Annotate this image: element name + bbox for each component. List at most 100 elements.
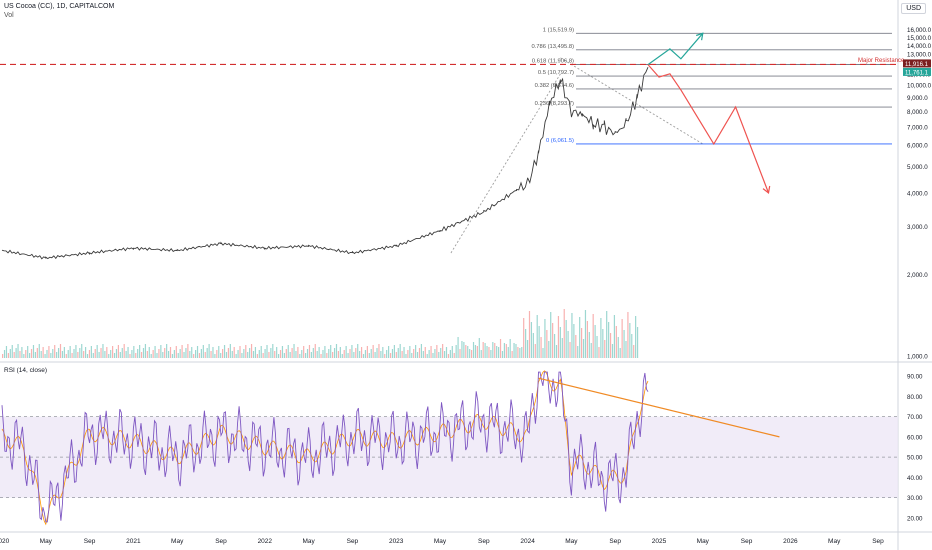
volume-bar <box>318 347 320 358</box>
volume-bar <box>563 309 565 358</box>
volume-bar <box>204 352 206 358</box>
rsi-tick-label: 80.00 <box>907 394 923 401</box>
volume-bar <box>212 347 214 358</box>
time-tick-label: 2024 <box>520 538 535 545</box>
volume-bar <box>270 348 272 358</box>
volume-bar <box>216 350 218 358</box>
volume-bar <box>503 343 505 358</box>
volume-bar <box>332 352 334 358</box>
volume-bar <box>303 346 305 358</box>
volume-bar <box>577 346 579 358</box>
volume-bar <box>65 354 67 358</box>
volume-bar <box>254 347 257 358</box>
volume-bar <box>137 349 139 358</box>
volume-bar <box>293 344 295 358</box>
volume-bar <box>223 345 226 358</box>
volume-bar <box>405 354 407 358</box>
volume-bar <box>609 333 612 358</box>
volume-bar <box>63 347 65 358</box>
volume-bar <box>173 350 175 358</box>
volume-bar <box>160 345 162 358</box>
volume-bar <box>40 351 42 358</box>
volume-bar <box>36 348 38 358</box>
volume-bar <box>295 351 297 358</box>
volume-bar <box>237 350 239 358</box>
volume-bar <box>322 350 324 358</box>
bull-projection-path-arrowhead <box>696 32 704 41</box>
volume-bar <box>112 346 114 358</box>
volume-bar <box>252 351 255 358</box>
volume-bar <box>451 346 453 358</box>
volume-bar <box>440 348 442 358</box>
volume-bar <box>166 344 168 358</box>
volume-bar <box>9 349 11 358</box>
volume-bar <box>490 350 492 358</box>
volume-bar <box>208 344 210 358</box>
volume-bar <box>328 349 330 358</box>
volume-bar <box>586 321 588 358</box>
volume-bar <box>44 354 46 358</box>
volume-bar <box>403 347 405 358</box>
volume-bar <box>233 347 235 358</box>
time-tick-label: 2021 <box>126 538 141 545</box>
currency-button[interactable]: USD <box>901 3 926 14</box>
volume-bar <box>249 348 251 358</box>
volume-bar <box>478 338 480 358</box>
volume-bar <box>88 350 91 358</box>
volume-bar <box>407 350 409 358</box>
volume-bar <box>575 335 577 358</box>
volume-bar <box>148 347 150 358</box>
fib-level-label: 0.382 (9,674.6) <box>535 83 574 89</box>
volume-bar <box>54 345 56 358</box>
volume-bar <box>579 317 581 358</box>
volume-bar <box>617 337 619 358</box>
volume-bar <box>117 345 119 358</box>
volume-bar <box>438 352 440 358</box>
volume-bar <box>636 327 639 358</box>
volume-bar <box>305 353 307 358</box>
volume-bar <box>386 350 388 358</box>
volume-bar <box>27 346 29 358</box>
volume-bar <box>177 353 179 358</box>
volume-bar <box>142 348 145 358</box>
volume-bar <box>521 347 523 358</box>
volume-bar <box>2 354 4 358</box>
volume-bar <box>119 352 121 358</box>
fib-level-label: 0.236 (8,293.7) <box>535 101 574 107</box>
volume-bar <box>552 323 554 358</box>
volume-bar <box>469 349 471 358</box>
volume-bar <box>525 329 527 358</box>
volume-bar <box>297 347 299 358</box>
major-resistance-label: Major Resistance <box>858 58 905 64</box>
price-tick-label: 15,000.0 <box>907 35 932 42</box>
volume-bar <box>505 344 507 358</box>
volume-bar <box>193 354 195 358</box>
volume-bar <box>345 346 347 358</box>
volume-bar <box>488 347 490 358</box>
volume-bar <box>125 351 127 358</box>
volume-bar <box>67 350 69 358</box>
price-tick-label: 16,000.0 <box>907 27 932 34</box>
volume-bar <box>600 318 602 358</box>
volume-bar <box>608 322 610 358</box>
volume-bar <box>220 353 222 358</box>
volume-bar <box>243 349 245 358</box>
time-tick-label: May <box>434 538 447 545</box>
volume-bar <box>156 353 158 358</box>
volume-bar <box>11 345 13 358</box>
volume-bar <box>428 350 430 358</box>
retrace-dashed-line <box>560 57 704 145</box>
volume-bar <box>571 313 573 358</box>
volume-bar <box>432 353 434 358</box>
volume-bar <box>530 322 533 358</box>
price-tick-label: 2,000.0 <box>907 272 928 279</box>
bear-projection-path-arrowhead <box>762 185 771 194</box>
volume-bar <box>225 352 228 358</box>
volume-bar <box>96 345 98 358</box>
volume-bar <box>218 346 220 358</box>
volume-bar <box>511 351 513 358</box>
volume-bar <box>501 351 504 358</box>
volume-label: Vol <box>4 12 14 19</box>
volume-bar <box>239 346 241 358</box>
